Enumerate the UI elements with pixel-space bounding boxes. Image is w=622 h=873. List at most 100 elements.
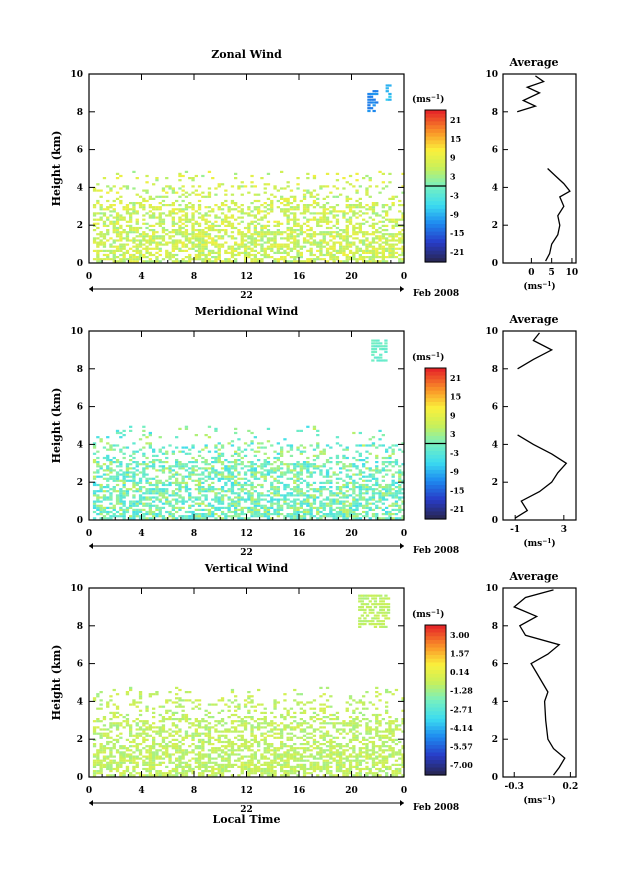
heatmap-cell bbox=[165, 701, 169, 704]
heatmap-cell bbox=[325, 241, 330, 244]
heatmap-cell bbox=[243, 513, 248, 516]
heatmap-cell bbox=[243, 473, 248, 476]
heatmap-cell bbox=[204, 720, 208, 723]
heatmap-cell bbox=[204, 496, 208, 499]
heatmap-cell bbox=[243, 442, 248, 445]
heatmap-cell bbox=[352, 206, 356, 209]
heatmap-cell bbox=[342, 214, 346, 217]
heatmap-cell bbox=[220, 467, 225, 470]
heatmap-cell bbox=[283, 770, 287, 773]
heatmap-cell bbox=[296, 235, 300, 238]
heatmap-cell bbox=[230, 720, 235, 723]
heatmap-cell bbox=[109, 210, 113, 213]
heatmap-cell bbox=[276, 500, 280, 503]
heatmap-cell bbox=[201, 718, 205, 721]
heatmap-cell bbox=[122, 726, 126, 729]
heatmap-cell bbox=[230, 688, 235, 692]
heatmap-cell bbox=[145, 212, 149, 215]
heatmap-cell bbox=[299, 473, 303, 476]
heatmap-cell bbox=[204, 222, 208, 225]
heatmap-cell bbox=[398, 471, 402, 474]
heatmap-cell bbox=[293, 241, 297, 244]
heatmap-cell bbox=[332, 245, 336, 248]
heatmap-cell bbox=[312, 206, 317, 209]
heatmap-cell bbox=[276, 229, 280, 232]
colorbar-tick-label: -15 bbox=[450, 228, 464, 238]
heatmap-cell bbox=[276, 243, 280, 246]
heatmap-cell bbox=[96, 504, 100, 507]
heatmap-cell bbox=[339, 235, 343, 238]
heatmap-cell bbox=[145, 755, 149, 758]
heatmap-cell bbox=[325, 220, 330, 223]
heatmap-cell bbox=[325, 212, 330, 215]
heatmap-cell bbox=[276, 206, 280, 209]
heatmap-cell bbox=[106, 448, 110, 451]
heatmap-cell bbox=[401, 249, 405, 252]
heatmap-cell bbox=[329, 239, 333, 242]
heatmap-cell bbox=[322, 218, 326, 221]
heatmap-cell bbox=[102, 245, 107, 248]
heatmap-cell bbox=[280, 463, 284, 466]
heatmap-cell bbox=[293, 231, 297, 234]
heatmap-cell bbox=[280, 494, 284, 497]
heatmap-cell bbox=[266, 208, 271, 211]
heatmap-cell bbox=[391, 494, 395, 497]
heatmap-cell bbox=[273, 761, 277, 764]
heatmap-cell bbox=[152, 747, 156, 750]
heatmap-cell bbox=[181, 208, 185, 211]
heatmap-cell bbox=[329, 510, 333, 514]
heatmap-cell bbox=[362, 251, 366, 254]
heatmap-cell bbox=[129, 479, 133, 482]
heatmap-cell bbox=[194, 765, 198, 768]
heatmap-cell bbox=[280, 770, 284, 773]
heatmap-cell bbox=[335, 500, 340, 503]
heatmap-cell bbox=[119, 755, 123, 758]
heatmap-cell bbox=[119, 202, 123, 205]
heatmap-cell bbox=[362, 222, 366, 225]
heatmap-cell bbox=[197, 720, 202, 723]
heatmap-cell bbox=[165, 730, 169, 733]
heatmap-cell bbox=[365, 479, 369, 482]
heatmap-cell bbox=[358, 214, 362, 217]
heatmap-cell bbox=[352, 510, 356, 514]
y-tick-label: 8 bbox=[77, 108, 83, 118]
heatmap-cell bbox=[230, 247, 235, 250]
heatmap-cell bbox=[204, 513, 208, 516]
heatmap-cell bbox=[283, 199, 287, 203]
heatmap-cell bbox=[211, 237, 215, 240]
heatmap-cell bbox=[204, 253, 208, 257]
heatmap-cell bbox=[240, 243, 244, 246]
heatmap-cell bbox=[378, 429, 382, 432]
heatmap-cell bbox=[385, 494, 389, 497]
heatmap-cell bbox=[276, 251, 280, 254]
heatmap-cell bbox=[125, 206, 130, 209]
heatmap-cell bbox=[302, 510, 307, 514]
heatmap-cell bbox=[316, 202, 320, 205]
heatmap-cell bbox=[276, 755, 280, 758]
heatmap-cell bbox=[355, 204, 359, 207]
heatmap-cell bbox=[293, 502, 297, 505]
heatmap-cell bbox=[184, 490, 189, 493]
heatmap-cell bbox=[201, 770, 205, 773]
heatmap-cell bbox=[358, 494, 362, 497]
heatmap-cell bbox=[381, 494, 385, 497]
heatmap-cell bbox=[178, 755, 182, 758]
heatmap-cell bbox=[155, 469, 159, 472]
heatmap-cell bbox=[289, 237, 294, 240]
heatmap-cell bbox=[368, 233, 372, 236]
heatmap-cell bbox=[401, 241, 405, 244]
heatmap-cell bbox=[329, 475, 333, 478]
heatmap-cell bbox=[243, 720, 248, 723]
heatmap-cell bbox=[197, 239, 202, 242]
heatmap-cell bbox=[194, 498, 198, 501]
heatmap-cell bbox=[247, 759, 251, 762]
heatmap-cell bbox=[319, 216, 323, 219]
heatmap-cell bbox=[207, 214, 212, 217]
heatmap-cell bbox=[148, 477, 152, 480]
heatmap-cell bbox=[253, 469, 257, 472]
heatmap-cell bbox=[339, 510, 343, 514]
heatmap-cell bbox=[240, 730, 244, 733]
heatmap-cell bbox=[394, 233, 399, 236]
heatmap-cell bbox=[342, 483, 346, 487]
heatmap-cell bbox=[280, 446, 284, 449]
